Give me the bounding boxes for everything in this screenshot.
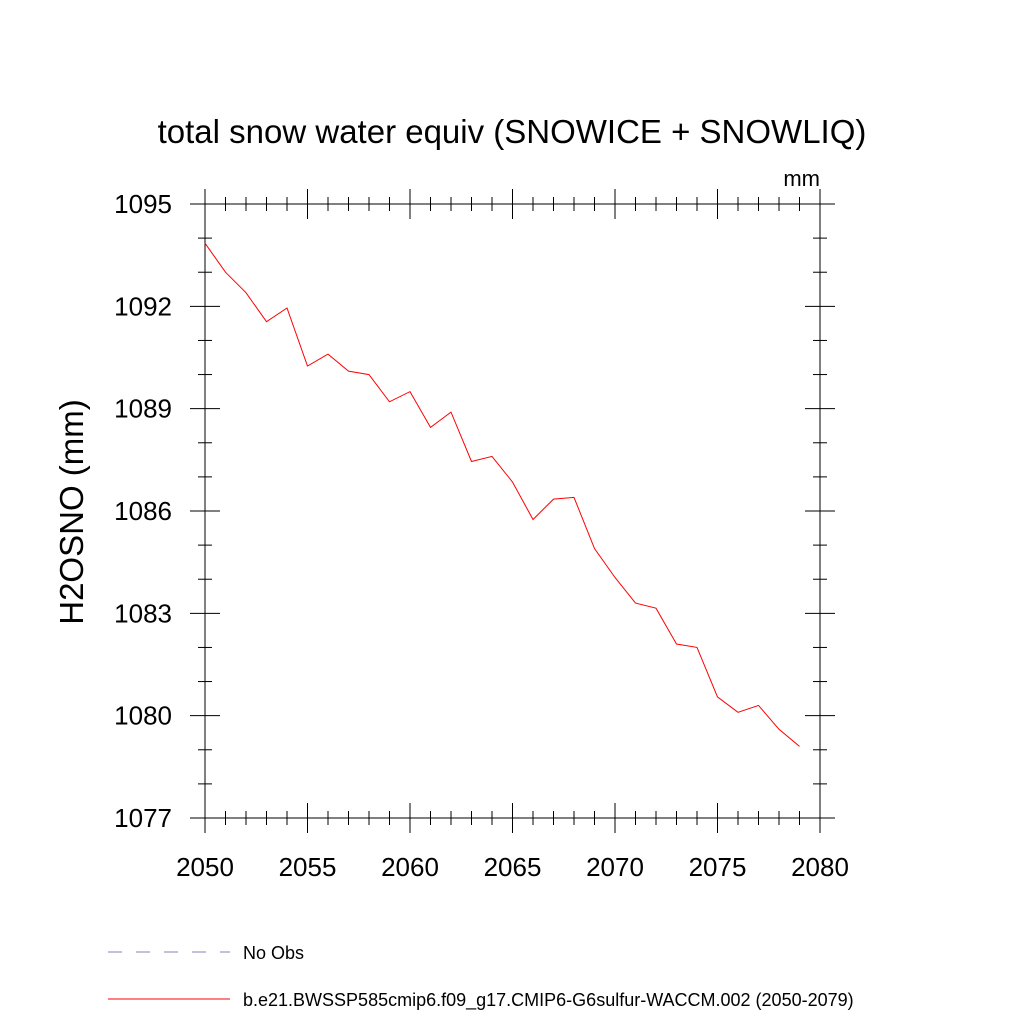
legend-label: No Obs: [243, 943, 304, 963]
x-tick-label: 2075: [689, 852, 747, 882]
units-label: mm: [783, 166, 820, 191]
x-tick-label: 2080: [791, 852, 849, 882]
x-tick-label: 2060: [381, 852, 439, 882]
y-tick-label: 1089: [114, 394, 172, 424]
y-tick-label: 1080: [114, 701, 172, 731]
x-tick-label: 2070: [586, 852, 644, 882]
y-tick-label: 1083: [114, 598, 172, 628]
y-axis-label: H2OSNO (mm): [53, 399, 90, 625]
chart-title: total snow water equiv (SNOWICE + SNOWLI…: [158, 113, 867, 150]
tick-labels: 2050 2055 2060 2065 2070 2075 2080 1077 1080 1083…: [114, 189, 849, 882]
y-tick-label: 1086: [114, 496, 172, 526]
y-tick-label: 1077: [114, 803, 172, 833]
y-tick-label: 1095: [114, 189, 172, 219]
axis-ticks: [190, 189, 835, 833]
y-tick-label: 1092: [114, 291, 172, 321]
plot-frame: [204, 203, 821, 819]
x-tick-label: 2055: [279, 852, 337, 882]
legend: No Obs b.e21.BWSSP585cmip6.f09_g17.CMIP6-…: [108, 943, 854, 1011]
x-tick-label: 2050: [176, 852, 234, 882]
series-line: [204, 242, 800, 747]
series-lines: [204, 242, 800, 747]
x-tick-label: 2065: [484, 852, 542, 882]
legend-label: b.e21.BWSSP585cmip6.f09_g17.CMIP6-G6sulf…: [243, 990, 854, 1011]
